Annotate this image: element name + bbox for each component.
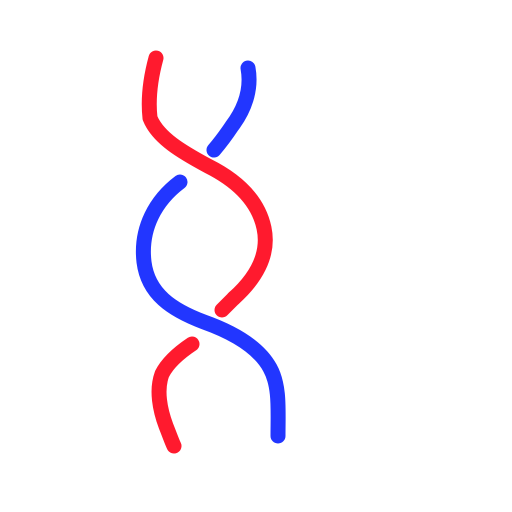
red-strand-bottom-segment (151, 336, 200, 454)
blue-strand-middle-segment (135, 174, 286, 444)
red-strand-crossing-stub (214, 290, 242, 318)
blue-strand-top-segment (206, 60, 257, 158)
red-strand-top-segment (141, 50, 273, 306)
